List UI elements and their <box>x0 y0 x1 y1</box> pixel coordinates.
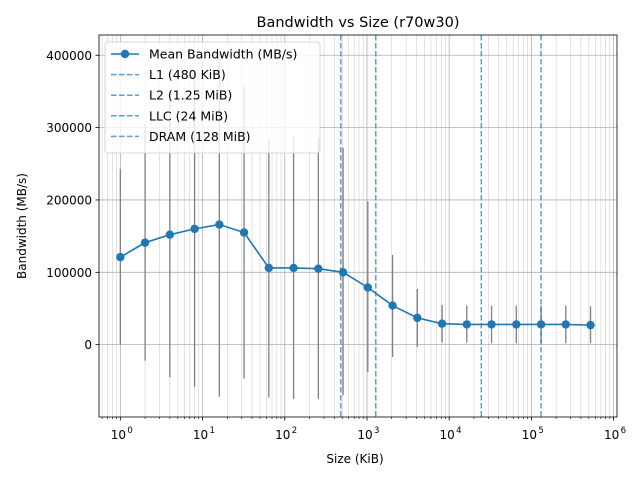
x-tick-label-exponent: 0 <box>127 426 132 436</box>
data-point <box>388 301 397 310</box>
data-point <box>165 230 175 239</box>
y-tick-label: 300000 <box>46 121 92 135</box>
data-point <box>338 268 348 277</box>
x-tick-label: 10 <box>111 428 126 442</box>
legend-label: L2 (1.25 MiB) <box>149 88 232 103</box>
data-point <box>140 238 150 247</box>
y-tick-label: 200000 <box>46 193 92 207</box>
x-tick-label: 10 <box>440 428 455 442</box>
data-point <box>413 313 422 323</box>
x-tick-label: 10 <box>604 428 619 442</box>
data-point <box>487 320 496 329</box>
x-axis-ticks: 10 0 10 1 10 2 10 3 10 4 10 5 10 6 <box>101 417 626 442</box>
series-mean-bandwidth <box>116 220 595 330</box>
y-axis-label: Bandwidth (MB/s) <box>15 173 29 279</box>
legend-label: LLC (24 MiB) <box>149 108 228 123</box>
x-tick-label: 10 <box>357 428 372 442</box>
y-tick-label: 400000 <box>46 49 92 63</box>
legend-label: L1 (480 KiB) <box>149 67 226 82</box>
legend-label: Mean Bandwidth (MB/s) <box>149 47 297 62</box>
y-tick-label: 100000 <box>46 266 92 280</box>
data-point <box>215 220 224 229</box>
data-point <box>363 283 373 292</box>
x-tick-label-exponent: 6 <box>621 426 626 436</box>
plot-frame <box>98 34 618 418</box>
data-point <box>314 264 323 273</box>
x-tick-label: 10 <box>275 428 290 442</box>
legend-box <box>104 41 321 154</box>
x-tick-label: 10 <box>193 428 208 442</box>
x-tick-label-exponent: 1 <box>210 426 215 436</box>
x-tick-label-exponent: 2 <box>292 426 297 436</box>
data-point <box>462 320 472 329</box>
data-point <box>190 224 199 234</box>
legend-label: DRAM (128 MiB) <box>149 129 251 144</box>
data-point <box>239 228 249 237</box>
data-point <box>264 263 274 273</box>
legend-swatch-marker <box>120 49 130 59</box>
chart-title: Bandwidth vs Size (r70w30) <box>257 15 460 31</box>
data-point <box>437 319 447 328</box>
legend: Mean Bandwidth (MB/s) L1 (480 KiB) L2 (1.2… <box>104 41 321 154</box>
x-tick-label: 10 <box>522 428 537 442</box>
data-point <box>561 320 570 329</box>
x-tick-label-exponent: 5 <box>538 426 543 436</box>
data-point <box>116 252 125 262</box>
x-axis-label: Size (KiB) <box>326 452 383 466</box>
data-point <box>512 320 521 329</box>
data-point <box>289 263 298 273</box>
y-axis-ticks: 0 100000 200000 300000 400000 <box>46 49 99 352</box>
x-tick-label-exponent: 4 <box>456 426 461 436</box>
y-tick-label: 0 <box>84 338 92 352</box>
data-point <box>586 320 595 330</box>
x-tick-label-exponent: 3 <box>374 426 379 436</box>
data-point <box>536 320 546 329</box>
